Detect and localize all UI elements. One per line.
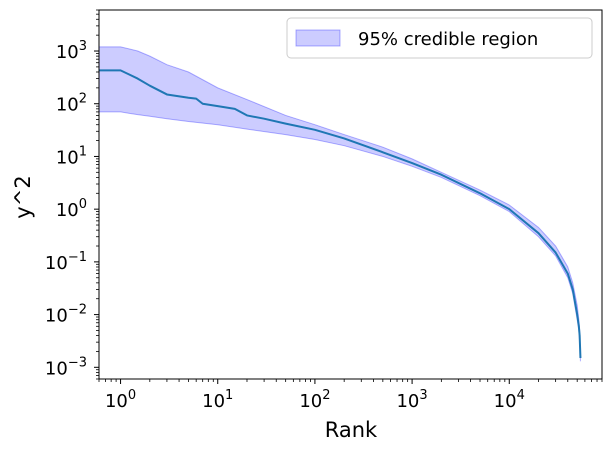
x-axis-title: Rank [325, 418, 378, 442]
x-tick-label-3: 103 [396, 388, 427, 412]
x-tick-label-4: 104 [494, 388, 525, 412]
plot-frame [98, 9, 603, 380]
x-tick-label-2: 102 [299, 388, 330, 412]
x-tick-label-1: 101 [202, 388, 233, 412]
legend-label: 95% credible region [358, 29, 538, 50]
y-tick-label-2: 10−1 [45, 250, 87, 274]
legend-frame [286, 17, 593, 59]
credible-region-band [99, 46, 581, 362]
plot-area [99, 46, 582, 362]
y-tick-label-1: 10−2 [45, 303, 87, 327]
y-tick-label-0: 10−3 [45, 355, 87, 379]
axes: 100 101 102 103 104 10−3 10−2 10−1 100 101 102 103 [45, 9, 603, 412]
legend-swatch [295, 29, 341, 47]
y-tick-label-3: 100 [56, 197, 87, 221]
legend: 95% credible region [286, 17, 593, 59]
x-tick-label-0: 100 [105, 388, 136, 412]
series-line-0 [99, 69, 582, 359]
y-tick-label-4: 101 [56, 144, 87, 168]
y-tick-label-6: 103 [56, 39, 87, 63]
y-tick-label-5: 102 [56, 92, 87, 116]
y-axis-title: y^2 [11, 175, 35, 218]
